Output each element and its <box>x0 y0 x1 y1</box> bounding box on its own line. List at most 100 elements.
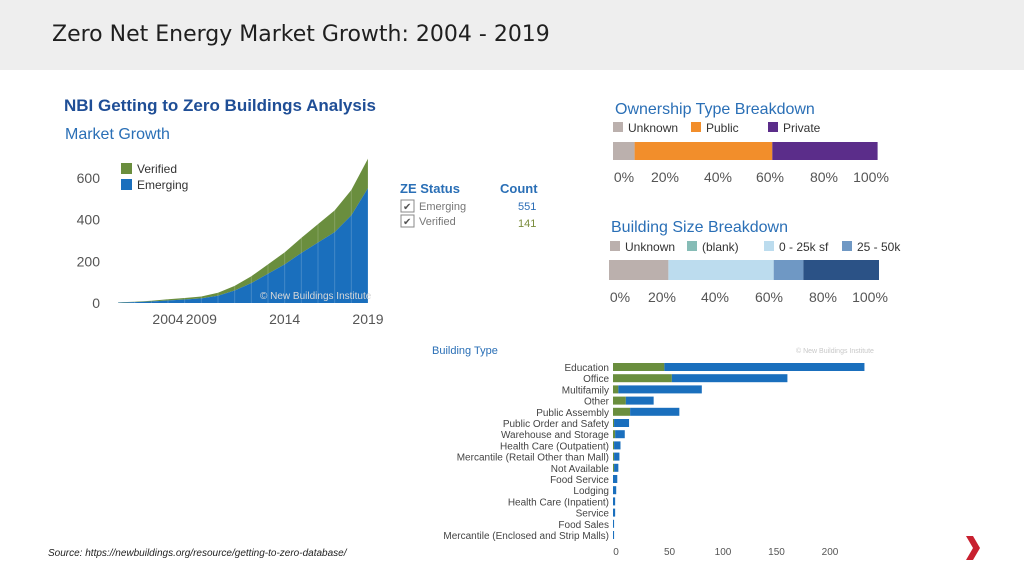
x-tick-label: 80% <box>809 289 837 305</box>
legend-label-verified: Verified <box>137 162 177 176</box>
x-tick-label: 20% <box>648 289 676 305</box>
y-tick-label: 600 <box>77 170 101 186</box>
building-size-chart: Building Size Breakdown Unknown (blank) 0 -… <box>609 219 901 305</box>
bar-segment <box>609 260 669 280</box>
legend-swatch <box>764 241 774 251</box>
emerging-area <box>118 188 368 303</box>
ze-row-label: Emerging <box>419 201 466 213</box>
bar <box>614 441 621 450</box>
category-label: Mercantile (Enclosed and Strip Malls) <box>443 531 609 542</box>
ze-status-table[interactable]: ZE Status Count ✔ Emerging 551 ✔ Verifie… <box>400 181 538 230</box>
source-note: Source: https://newbuildings.org/resourc… <box>48 548 347 559</box>
x-tick-label: 50 <box>664 547 676 558</box>
x-tick-label: 40% <box>704 169 732 185</box>
legend-swatch <box>687 241 697 251</box>
legend-label: 0 - 25k sf <box>779 240 829 254</box>
category-label: Food Sales <box>558 520 609 531</box>
x-tick-label: 2009 <box>186 311 217 327</box>
bar <box>664 363 865 371</box>
brand-chevron-icon <box>966 536 980 560</box>
legend-label: 25 - 50k <box>857 240 901 254</box>
ze-status-header: ZE Status <box>400 181 460 196</box>
x-tick-label: 40% <box>701 289 729 305</box>
x-tick-label: 2014 <box>269 311 300 327</box>
legend-swatch <box>613 122 623 132</box>
checkbox-emerging[interactable] <box>400 199 415 213</box>
category-label: Food Service <box>550 475 609 486</box>
bar <box>630 407 680 416</box>
x-tick-label: 0% <box>614 169 634 185</box>
ze-row-verified[interactable]: ✔ Verified 141 <box>400 214 536 230</box>
bar-segment <box>634 142 773 160</box>
bar <box>613 497 616 506</box>
bar <box>618 385 702 394</box>
bar-segment <box>773 260 804 280</box>
legend-swatch-verified <box>121 163 132 174</box>
bar <box>613 463 615 472</box>
legend-swatch-emerging <box>121 179 132 190</box>
category-label: Health Care (Outpatient) <box>500 441 609 452</box>
bar <box>613 531 615 539</box>
slide-title: Zero Net Energy Market Growth: 2004 - 20… <box>52 22 550 47</box>
category-label: Service <box>576 509 610 520</box>
checkbox-verified[interactable] <box>400 214 415 228</box>
category-label: Multifamily <box>562 385 609 396</box>
bar <box>613 407 631 416</box>
ownership-chart: Ownership Type Breakdown Unknown Public Pri… <box>613 101 889 185</box>
bar <box>625 396 654 405</box>
ze-row-emerging[interactable]: ✔ Emerging 551 <box>400 199 536 213</box>
x-tick-label: 100% <box>853 169 889 185</box>
building-type-chart: Building Type © New Buildings Institute Ed… <box>432 345 874 558</box>
market-growth-title: Market Growth <box>65 126 170 143</box>
category-label: Not Available <box>551 464 610 475</box>
category-label: Public Order and Safety <box>503 419 609 430</box>
x-tick-label: 0% <box>610 289 630 305</box>
legend-label-emerging: Emerging <box>137 178 188 192</box>
bar-segment <box>803 260 879 280</box>
legend-label: Private <box>783 121 821 135</box>
ze-count-header: Count <box>500 181 538 196</box>
category-label: Health Care (Inpatient) <box>508 497 609 508</box>
x-tick-label: 100% <box>852 289 888 305</box>
y-tick-label: 0 <box>92 295 100 311</box>
bar <box>671 374 788 383</box>
bar <box>614 419 630 427</box>
legend-label: (blank) <box>702 240 739 254</box>
watermark: © New Buildings Institute <box>796 347 874 355</box>
x-tick-label: 0 <box>613 547 619 558</box>
watermark: © New Buildings Institute <box>260 291 372 302</box>
category-label: Warehouse and Storage <box>501 430 609 441</box>
bar <box>613 475 618 483</box>
bar <box>613 363 665 371</box>
legend-label: Unknown <box>628 121 678 135</box>
bar <box>614 463 619 472</box>
x-tick-label: 150 <box>768 547 785 558</box>
ze-row-count: 141 <box>518 218 536 230</box>
category-label: Mercantile (Retail Other than Mall) <box>457 453 609 464</box>
check-icon: ✔ <box>403 217 411 228</box>
bar <box>613 374 672 383</box>
slide-header <box>0 0 1024 70</box>
legend-label: Public <box>706 121 739 135</box>
category-label: Public Assembly <box>536 408 609 419</box>
bar-segment <box>668 260 774 280</box>
category-label: Office <box>583 374 609 385</box>
x-tick-label: 100 <box>715 547 732 558</box>
bar <box>613 519 615 528</box>
bar <box>613 419 615 427</box>
bar <box>614 452 620 461</box>
x-tick-label: 20% <box>651 169 679 185</box>
check-icon: ✔ <box>403 202 411 213</box>
legend-swatch <box>691 122 701 132</box>
ze-row-label: Verified <box>419 216 456 228</box>
x-tick-label: 2019 <box>352 311 383 327</box>
verified-area <box>118 158 368 303</box>
dashboard-title: NBI Getting to Zero Buildings Analysis <box>64 96 377 115</box>
x-tick-label: 60% <box>756 169 784 185</box>
y-tick-label: 400 <box>77 212 101 228</box>
category-label: Lodging <box>573 486 609 497</box>
bar <box>613 430 616 439</box>
ze-row-count: 551 <box>518 201 536 213</box>
bar <box>613 396 626 405</box>
chart-title: Building Type <box>432 345 498 357</box>
